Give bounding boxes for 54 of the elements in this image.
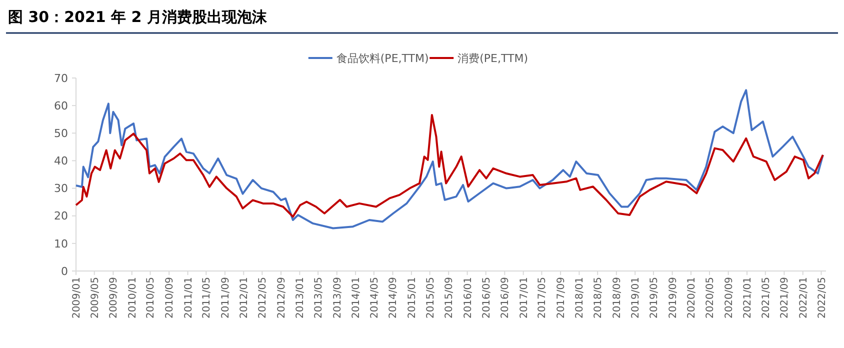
x-tick-label: 2012/09 <box>276 277 288 319</box>
y-tick-label: 20 <box>54 210 68 223</box>
x-tick-label: 2017/05 <box>537 277 548 319</box>
x-tick-label: 2011/01 <box>183 277 194 319</box>
y-tick-label: 0 <box>61 264 68 278</box>
x-tick-label: 2015/05 <box>425 277 436 319</box>
legend-label: 食品饮料(PE,TTM) <box>336 52 429 65</box>
x-tick-label: 2016/05 <box>481 277 492 319</box>
x-tick-label: 2015/01 <box>406 277 418 319</box>
x-tick-label: 2009/01 <box>72 277 82 319</box>
x-tick-label: 2022/01 <box>798 277 810 319</box>
chart-title: 图 30：2021 年 2 月消费股出现泡沫 <box>8 8 268 26</box>
x-tick-label: 2015/09 <box>444 277 456 319</box>
x-tick-label: 2021/05 <box>760 277 772 319</box>
x-tick-label: 2016/09 <box>500 277 512 319</box>
x-tick-label: 2012/05 <box>258 277 269 319</box>
y-tick-label: 10 <box>54 237 68 250</box>
x-tick-label: 2019/01 <box>630 277 642 319</box>
x-tick-label: 2017/01 <box>518 277 530 319</box>
y-tick-label: 50 <box>54 126 68 140</box>
legend-label: 消费(PE,TTM) <box>458 52 528 65</box>
x-tick-label: 2009/05 <box>90 277 101 319</box>
x-tick-label: 2017/09 <box>556 277 568 319</box>
x-tick-label: 2020/01 <box>686 277 698 319</box>
x-tick-label: 2021/01 <box>742 277 754 319</box>
x-tick-label: 2010/01 <box>127 277 138 319</box>
x-tick-label: 2012/01 <box>239 277 250 319</box>
x-tick-label: 2022/05 <box>816 277 828 319</box>
x-tick-label: 2019/05 <box>648 277 660 319</box>
line-series <box>75 114 824 218</box>
y-tick-label: 40 <box>54 154 68 168</box>
x-tick-label: 2018/09 <box>612 277 623 319</box>
x-tick-label: 2019/09 <box>668 277 679 319</box>
x-tick-label: 2014/05 <box>369 277 380 319</box>
y-tick-label: 30 <box>54 182 68 196</box>
x-tick-label: 2021/09 <box>780 277 791 319</box>
x-tick-label: 2020/09 <box>724 277 735 319</box>
x-tick-label: 2010/05 <box>146 277 157 319</box>
x-tick-label: 2016/01 <box>462 277 474 319</box>
x-tick-label: 2009/09 <box>108 277 120 319</box>
x-tick-label: 2014/01 <box>351 277 362 319</box>
x-tick-label: 2014/09 <box>388 277 400 319</box>
x-tick-label: 2010/09 <box>164 277 176 319</box>
x-tick-label: 2013/09 <box>332 277 344 319</box>
x-tick-label: 2018/01 <box>574 277 586 319</box>
x-tick-label: 2020/05 <box>704 277 716 319</box>
x-tick-label: 2011/09 <box>220 277 232 319</box>
y-tick-label: 70 <box>54 72 68 85</box>
x-tick-label: 2013/05 <box>314 277 325 319</box>
y-tick-label: 60 <box>54 99 68 112</box>
x-tick-label: 2011/05 <box>202 277 213 319</box>
line-series <box>75 89 824 230</box>
x-tick-label: 2013/01 <box>295 277 306 319</box>
x-tick-label: 2018/05 <box>593 277 604 319</box>
